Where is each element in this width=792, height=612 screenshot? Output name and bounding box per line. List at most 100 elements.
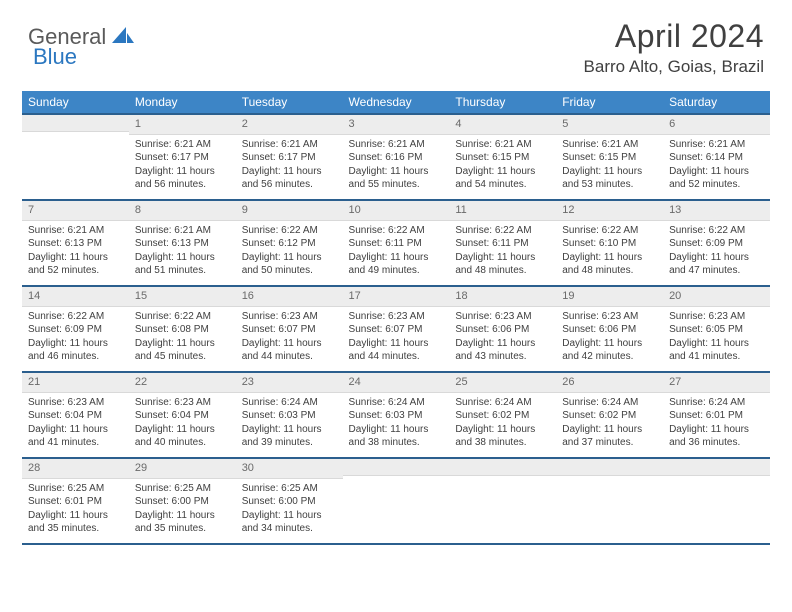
day-number [343, 459, 450, 476]
sunset-text: Sunset: 6:01 PM [28, 495, 123, 509]
page-header: General April 2024 Barro Alto, Goias, Br… [0, 0, 792, 85]
sunrise-text: Sunrise: 6:22 AM [349, 224, 444, 238]
sunset-text: Sunset: 6:08 PM [135, 323, 230, 337]
daylight-text: Daylight: 11 hours and 44 minutes. [242, 337, 337, 364]
daylight-text: Daylight: 11 hours and 53 minutes. [562, 165, 657, 192]
sunrise-text: Sunrise: 6:21 AM [349, 138, 444, 152]
day-number: 15 [129, 287, 236, 307]
sunrise-text: Sunrise: 6:22 AM [242, 224, 337, 238]
weekday-header: Thursday [449, 91, 556, 114]
day-content: Sunrise: 6:23 AMSunset: 6:05 PMDaylight:… [663, 307, 770, 368]
day-number: 28 [22, 459, 129, 479]
daylight-text: Daylight: 11 hours and 52 minutes. [28, 251, 123, 278]
day-content: Sunrise: 6:22 AMSunset: 6:09 PMDaylight:… [22, 307, 129, 368]
day-content: Sunrise: 6:24 AMSunset: 6:03 PMDaylight:… [343, 393, 450, 454]
day-content [22, 132, 129, 139]
day-number: 6 [663, 115, 770, 135]
day-number: 7 [22, 201, 129, 221]
calendar-day-cell: 9Sunrise: 6:22 AMSunset: 6:12 PMDaylight… [236, 200, 343, 286]
calendar-week-row: 1Sunrise: 6:21 AMSunset: 6:17 PMDaylight… [22, 114, 770, 200]
day-content: Sunrise: 6:25 AMSunset: 6:00 PMDaylight:… [129, 479, 236, 540]
weekday-header: Saturday [663, 91, 770, 114]
day-content: Sunrise: 6:23 AMSunset: 6:06 PMDaylight:… [556, 307, 663, 368]
day-content: Sunrise: 6:22 AMSunset: 6:09 PMDaylight:… [663, 221, 770, 282]
sunrise-text: Sunrise: 6:25 AM [242, 482, 337, 496]
calendar-day-cell: 29Sunrise: 6:25 AMSunset: 6:00 PMDayligh… [129, 458, 236, 544]
sunrise-text: Sunrise: 6:21 AM [669, 138, 764, 152]
day-content: Sunrise: 6:21 AMSunset: 6:17 PMDaylight:… [236, 135, 343, 196]
day-number [556, 459, 663, 476]
sunrise-text: Sunrise: 6:23 AM [349, 310, 444, 324]
sunset-text: Sunset: 6:05 PM [669, 323, 764, 337]
sunset-text: Sunset: 6:03 PM [349, 409, 444, 423]
calendar-day-cell: 14Sunrise: 6:22 AMSunset: 6:09 PMDayligh… [22, 286, 129, 372]
daylight-text: Daylight: 11 hours and 48 minutes. [562, 251, 657, 278]
day-number: 23 [236, 373, 343, 393]
calendar-body: 1Sunrise: 6:21 AMSunset: 6:17 PMDaylight… [22, 114, 770, 544]
sunrise-text: Sunrise: 6:22 AM [669, 224, 764, 238]
calendar-day-cell: 13Sunrise: 6:22 AMSunset: 6:09 PMDayligh… [663, 200, 770, 286]
calendar-table: SundayMondayTuesdayWednesdayThursdayFrid… [22, 91, 770, 545]
logo-word-2: Blue [33, 44, 77, 69]
sunrise-text: Sunrise: 6:25 AM [28, 482, 123, 496]
day-number: 3 [343, 115, 450, 135]
daylight-text: Daylight: 11 hours and 34 minutes. [242, 509, 337, 536]
day-number: 12 [556, 201, 663, 221]
day-number: 27 [663, 373, 770, 393]
daylight-text: Daylight: 11 hours and 40 minutes. [135, 423, 230, 450]
calendar-day-cell: 28Sunrise: 6:25 AMSunset: 6:01 PMDayligh… [22, 458, 129, 544]
weekday-header: Monday [129, 91, 236, 114]
calendar-day-cell: 18Sunrise: 6:23 AMSunset: 6:06 PMDayligh… [449, 286, 556, 372]
day-number: 16 [236, 287, 343, 307]
day-content: Sunrise: 6:23 AMSunset: 6:06 PMDaylight:… [449, 307, 556, 368]
sunset-text: Sunset: 6:09 PM [28, 323, 123, 337]
day-number: 9 [236, 201, 343, 221]
day-content: Sunrise: 6:23 AMSunset: 6:07 PMDaylight:… [236, 307, 343, 368]
sunset-text: Sunset: 6:12 PM [242, 237, 337, 251]
day-content: Sunrise: 6:23 AMSunset: 6:07 PMDaylight:… [343, 307, 450, 368]
calendar-day-cell: 7Sunrise: 6:21 AMSunset: 6:13 PMDaylight… [22, 200, 129, 286]
sunrise-text: Sunrise: 6:21 AM [455, 138, 550, 152]
calendar-day-cell: 30Sunrise: 6:25 AMSunset: 6:00 PMDayligh… [236, 458, 343, 544]
sunrise-text: Sunrise: 6:25 AM [135, 482, 230, 496]
sunrise-text: Sunrise: 6:24 AM [669, 396, 764, 410]
sunrise-text: Sunrise: 6:23 AM [455, 310, 550, 324]
sunset-text: Sunset: 6:04 PM [135, 409, 230, 423]
day-number: 2 [236, 115, 343, 135]
day-content: Sunrise: 6:24 AMSunset: 6:02 PMDaylight:… [556, 393, 663, 454]
calendar-day-cell: 16Sunrise: 6:23 AMSunset: 6:07 PMDayligh… [236, 286, 343, 372]
calendar-day-cell [343, 458, 450, 544]
calendar-day-cell [22, 114, 129, 200]
calendar-day-cell: 6Sunrise: 6:21 AMSunset: 6:14 PMDaylight… [663, 114, 770, 200]
day-number: 8 [129, 201, 236, 221]
calendar-day-cell: 24Sunrise: 6:24 AMSunset: 6:03 PMDayligh… [343, 372, 450, 458]
sunrise-text: Sunrise: 6:23 AM [242, 310, 337, 324]
calendar-day-cell: 1Sunrise: 6:21 AMSunset: 6:17 PMDaylight… [129, 114, 236, 200]
daylight-text: Daylight: 11 hours and 36 minutes. [669, 423, 764, 450]
calendar-day-cell: 10Sunrise: 6:22 AMSunset: 6:11 PMDayligh… [343, 200, 450, 286]
daylight-text: Daylight: 11 hours and 38 minutes. [349, 423, 444, 450]
day-number: 19 [556, 287, 663, 307]
day-number: 30 [236, 459, 343, 479]
daylight-text: Daylight: 11 hours and 39 minutes. [242, 423, 337, 450]
calendar-day-cell [663, 458, 770, 544]
calendar-day-cell: 4Sunrise: 6:21 AMSunset: 6:15 PMDaylight… [449, 114, 556, 200]
sunset-text: Sunset: 6:07 PM [242, 323, 337, 337]
day-content [556, 476, 663, 483]
daylight-text: Daylight: 11 hours and 48 minutes. [455, 251, 550, 278]
calendar-day-cell: 25Sunrise: 6:24 AMSunset: 6:02 PMDayligh… [449, 372, 556, 458]
calendar-week-row: 14Sunrise: 6:22 AMSunset: 6:09 PMDayligh… [22, 286, 770, 372]
sunrise-text: Sunrise: 6:21 AM [135, 224, 230, 238]
day-content: Sunrise: 6:23 AMSunset: 6:04 PMDaylight:… [22, 393, 129, 454]
day-content: Sunrise: 6:25 AMSunset: 6:01 PMDaylight:… [22, 479, 129, 540]
day-content [449, 476, 556, 483]
sunrise-text: Sunrise: 6:23 AM [135, 396, 230, 410]
day-content: Sunrise: 6:23 AMSunset: 6:04 PMDaylight:… [129, 393, 236, 454]
daylight-text: Daylight: 11 hours and 41 minutes. [28, 423, 123, 450]
logo-word-2-wrap: Blue [33, 44, 77, 70]
daylight-text: Daylight: 11 hours and 44 minutes. [349, 337, 444, 364]
day-number [663, 459, 770, 476]
day-number: 14 [22, 287, 129, 307]
sunrise-text: Sunrise: 6:22 AM [455, 224, 550, 238]
weekday-header: Tuesday [236, 91, 343, 114]
